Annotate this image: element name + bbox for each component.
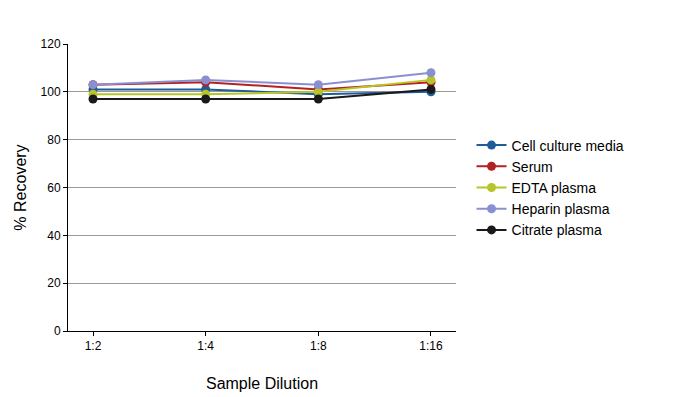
svg-text:Sample Dilution: Sample Dilution [206, 375, 318, 392]
svg-text:1:2: 1:2 [85, 339, 102, 353]
svg-text:80: 80 [47, 133, 61, 147]
svg-text:Serum: Serum [512, 159, 553, 175]
svg-text:100: 100 [41, 85, 61, 99]
svg-text:% Recovery: % Recovery [12, 144, 29, 230]
svg-text:40: 40 [47, 229, 61, 243]
svg-text:1:16: 1:16 [419, 339, 443, 353]
svg-text:EDTA plasma: EDTA plasma [512, 180, 597, 196]
svg-text:1:8: 1:8 [310, 339, 327, 353]
svg-text:60: 60 [47, 181, 61, 195]
svg-text:Citrate plasma: Citrate plasma [512, 222, 602, 238]
svg-text:0: 0 [54, 324, 61, 338]
svg-text:Heparin plasma: Heparin plasma [512, 201, 610, 217]
svg-text:Cell culture media: Cell culture media [512, 138, 624, 154]
svg-text:1:4: 1:4 [197, 339, 214, 353]
svg-text:120: 120 [41, 37, 61, 51]
svg-text:20: 20 [47, 276, 61, 290]
